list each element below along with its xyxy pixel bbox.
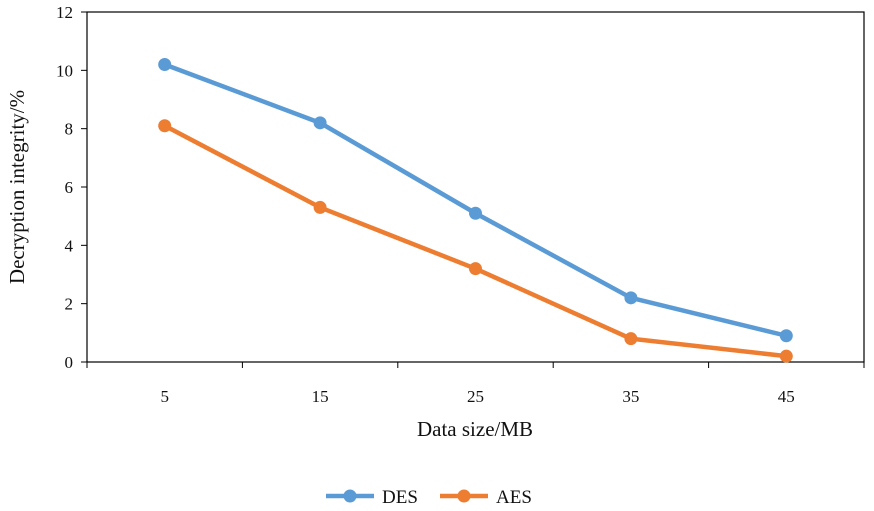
series-line-aes [162,123,789,359]
y-tick-label: 12 [56,3,73,22]
y-tick-label: 8 [65,120,74,139]
x-tick-label: 35 [622,387,639,406]
y-axis-title: Decryption integrity/% [5,90,29,284]
x-axis: 5 15 25 35 45 [86,362,865,406]
series-line-des [162,62,789,338]
data-point-des [469,206,482,220]
data-point-des [779,329,793,343]
series-layer [158,58,793,363]
y-tick-label: 2 [65,295,74,314]
data-point-aes [624,332,638,346]
data-point-aes [779,349,793,363]
x-tick-label: 5 [160,387,169,406]
data-point-aes [469,262,482,276]
data-point-des [158,58,172,71]
legend: DES AES [326,487,532,508]
y-tick-label: 0 [65,353,74,372]
x-tick-label: 15 [312,387,329,406]
x-tick-label: 45 [778,387,795,406]
y-axis: 0 2 4 6 8 10 12 [56,3,87,372]
y-tick-label: 6 [65,178,74,197]
legend-label-des: DES [382,487,418,508]
plot-area [86,11,865,363]
data-point-des [313,116,327,130]
data-point-aes [158,119,172,133]
data-point-des [624,291,638,305]
y-tick-label: 10 [56,61,73,80]
data-point-aes [313,200,327,214]
x-tick-label: 25 [467,387,484,406]
legend-marker-des [343,489,357,503]
legend-label-aes: AES [496,487,532,508]
legend-marker-aes [457,489,471,503]
y-tick-label: 4 [65,236,74,255]
x-axis-title: Data size/MB [417,417,533,441]
